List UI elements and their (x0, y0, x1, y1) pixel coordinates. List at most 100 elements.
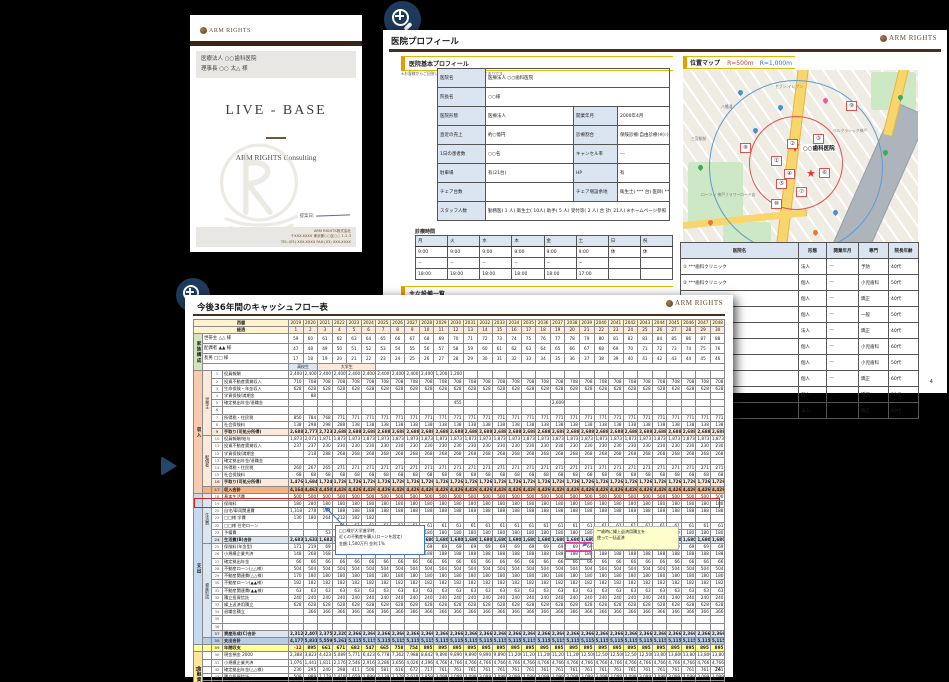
company-footer: ARM RIGHTS株式会社 〒XXX-XXXX 東京都○○区○○ 1-2-3 … (196, 227, 356, 247)
numbered-marker: ⑧ (740, 143, 751, 153)
cashflow-row: 配偶者 10 役員報酬/給与 1,873 2,071 1,871 1,873 1,873 1,8… (194, 435, 726, 487)
company-address: 〒XXX-XXXX 東京都○○区○○ 1-2-3 (290, 234, 351, 239)
competitor-row: ① ***歯科クリニック 法人 --- 予防 40代 (680, 258, 919, 275)
cashflow-row: 34 退職金積立 366 366 366 366 366 366 366 366 366 366 366… (194, 608, 726, 617)
family-row: 家族構成 世帯主 △△ 様 59 60 61 62 63 64 65 66 67 68 69 70 71 72… (193, 333, 726, 372)
annotation-blue-note: □□様が大学進学時、 近くの不動産を購入(ローンを設定) 金額:1,500万円 金利… (335, 525, 425, 555)
table-row: 直近の売上 約○億円 診療割合 保険診療:自由診療(※):(※) (437, 125, 670, 145)
row-label: キャンセル率 (573, 144, 618, 164)
cashflow-row: 37 資産形成(C)合計 2,312 2,407 2,375 2,320 2,366 2,36… (194, 629, 726, 638)
arm-rights-logo: ARM RIGHTS (666, 299, 723, 307)
row-label: 診療割合 (573, 125, 618, 145)
cashflow-row: 14 所得税・住民税 260 267 265 271 271 271 271 271 271 271 2… (194, 464, 726, 473)
cashflow-row: 32 積立投資信託 240 240 240 240 240 240 240 240 240 240 24… (194, 593, 726, 602)
location-map[interactable]: ○○歯科医院 ★ 八幡通 ベルクラシック神戸 セブン-イレブン ローソン 神戸フラワー… (683, 70, 918, 245)
map-header-label: 位置マップ (690, 60, 721, 67)
row-value (485, 182, 574, 202)
row-label: チェア増設余地 (573, 182, 618, 202)
row-label: 開業年月 (573, 106, 618, 126)
annotation-yellow-note: **歳時に繰上返済用積立を 使って一括返済 (593, 526, 679, 550)
clinic-profile-table: 医院名 医療法人 ○○歯科医院 院長名 ○○様 医院形態 医療法人 開業年月 2000年4月直… (437, 68, 670, 221)
cashflow-row: 8 社会保険料 138 298 298 288 138 138 138 138 138 138 138 1… (194, 420, 726, 430)
highlight-red-row-box (194, 498, 720, 508)
radius-1000m-circle (709, 80, 883, 245)
numbered-marker: ⑩ (771, 199, 782, 209)
company-phone: TEL:(03) XXX-XXXX FAX:(03) XXX-XXXX (280, 239, 351, 244)
row-value: 勤務医( 1 人) 衛生士( 10人) 助手( 5 人) 受付等( 2 人) 合… (485, 201, 670, 221)
table-row: 医院形態 医療法人 開業年月 2000年4月 (437, 106, 670, 126)
hours-row: 9:00 9:00 9:00 9:00 9:00 9:00 休休 (414, 246, 674, 258)
cashflow-row: 12 学資保険/満期金 218 288 268 268 268 268 268 268 268 268… (194, 449, 726, 458)
cashflow-row: 30 不動産ローン(▲▲様) 182 182 182 182 182 182 182 182 182… (194, 579, 726, 588)
clinic-map-label: ○○歯科医院 (801, 144, 837, 152)
title-divider (266, 137, 286, 139)
row-value: ○○様 (485, 87, 670, 107)
cashflow-row: 31 不動産関連費(▲▲様) 63 63 63 63 63 63 63 63 63 63 63 63 63 6… (194, 586, 726, 595)
cashflow-row: 42 確定拠出年金(△△様) 230 295 240 298 411 506 581 616 672… (194, 665, 726, 674)
cashflow-row: 3 生命保険・年金収入 628 628 628 628 628 628 628 628 628 628… (194, 384, 726, 394)
row-value: 2000年4月 (617, 106, 670, 126)
proposal-date-signature (315, 209, 351, 217)
row-value: --- (617, 144, 670, 164)
table-row: 院長名 ○○様 (437, 87, 670, 107)
proposal-date: 提案日: (299, 209, 351, 219)
page-number-left: 18 (195, 667, 202, 673)
title-underline (193, 314, 725, 316)
page-number: 4 (929, 379, 934, 385)
row-value: 約○億円 (485, 125, 574, 145)
table-row: 駐車場 有(21台) HP 有 (437, 163, 670, 183)
cashflow-row: 13 確定拠出年金/退職金 (194, 456, 726, 466)
cashflow-row: 39 年間収支 -12 895 661 671 682 547 665 758 754 895 895 8… (193, 644, 726, 653)
cashflow-row: 27 確定拠出年金 66 66 66 66 66 66 66 66 66 66 66 66 66 66 66 66… (194, 557, 726, 566)
highlight-pink-cell (565, 542, 592, 551)
play-arrow-icon[interactable] (161, 456, 177, 476)
page-number-right: 24 (714, 667, 721, 673)
cashflow-table: 西暦 2019 2020 2021 2022 2023 2024 2025 2026 2027 20… (192, 318, 726, 682)
cashflow-row: 36 (194, 622, 726, 631)
cashflow-row: 33 繰上返済用積立 628 628 628 628 628 628 628 628 628 628 6… (194, 600, 726, 610)
cashflow-row: 28 不動産ローン(△△様) 504 504 504 504 504 504 504 504 504… (194, 564, 726, 574)
row-value: 保険診療:自由診療(※):(※) (617, 125, 670, 145)
cashflow-row: 17 収入合計 4,164 4,461 4,450 4,426 4,426 4,426 4,42… (194, 485, 726, 494)
cashflow-row: 44繰上返済用積立8182,0941,5862,1102,6463,1883,6… (194, 680, 726, 682)
page-title: 今後36年間のキャッシュフロー表 (197, 303, 328, 313)
client-line1: 医療法人 ○○歯科医院 (201, 56, 257, 62)
brown-divider-bar (190, 41, 362, 46)
numbered-marker: ⑦ (796, 187, 807, 197)
numbered-marker: ⑤ (776, 179, 787, 189)
cashflow-row: 9 手取り(可処分所得) 2,688 2,777 2,723 2,688 2,688 2,68… (194, 428, 726, 437)
arm-rights-logo: ARM RIGHTS (200, 27, 251, 34)
logo-text: ARM RIGHTS (889, 34, 937, 42)
cashflow-table-wrap: 西暦 2019 2020 2021 2022 2023 2024 2025 2026 2027 20… (192, 318, 726, 682)
cashflow-row: 金融資産 40 現金預金 2000 2,388 3,823 4,423 5,089 5,771… (193, 651, 726, 682)
map-place-label: セブン-イレブン (775, 84, 803, 89)
cashflow-row: 35 (194, 615, 726, 624)
row-label: 直近の売上 (437, 125, 486, 145)
row-value: ○○名 (485, 144, 574, 164)
cashflow-row: 43 積立投資信託 509 989 1,179 1,419 1,659 1,899 2,139 2… (194, 672, 726, 682)
cover-page: ARM RIGHTS 医療法人 ○○歯科医院 理事長 ○○ 太△ 様 LIVE … (190, 15, 362, 252)
logo-text: ARM RIGHTS (675, 299, 723, 307)
client-box: 医療法人 ○○歯科医院 理事長 ○○ 太△ 様 (196, 51, 356, 78)
hours-label: 診療時間 (415, 229, 436, 235)
cashflow-row: 29 不動産関連費(△△様) 170 180 180 180 180 180 180 180 180… (194, 572, 726, 581)
proposal-date-label: 提案日: (299, 214, 315, 219)
row-label: 駐車場 (437, 163, 486, 183)
cashflow-row: 15 社会保険料 68 68 68 68 68 68 68 68 68 68 68 68 68 68 68 68 6… (194, 471, 726, 480)
cashflow-row: 41 小規模企業共済 1,076 1,441 1,811 2,176 2,546 2,916 3… (194, 658, 726, 667)
plus-icon (189, 287, 191, 296)
table-row: 医院名 医療法人 ○○歯科医院 (437, 68, 670, 88)
numbered-marker: ⑥ (819, 168, 830, 178)
education-band-row: 高校生 大学生 (194, 363, 726, 372)
cashflow-row: 20 自宅/車両関連費 1,318 278 104 188 188 188 188 188 188 1… (194, 507, 726, 516)
radius-500m-circle (749, 116, 843, 210)
map-place-label: ベルクラシック神戸 (833, 128, 868, 133)
logo-mark-icon (880, 34, 888, 42)
map-place-label: 三宮駅前 (691, 136, 707, 141)
row-value: 医療法人 ○○歯科医院 (485, 68, 670, 88)
hours-row: 18:00 18:00 18:00 18:00 18:00 17:00 (414, 268, 674, 280)
cashflow-row: 収入 世帯主 1 役員報酬 2,400 2,400 2,400 2,400 2,400 2,400… (193, 370, 726, 494)
row-label: 院長名 (437, 87, 486, 107)
highlight-pink-cell (565, 551, 592, 560)
